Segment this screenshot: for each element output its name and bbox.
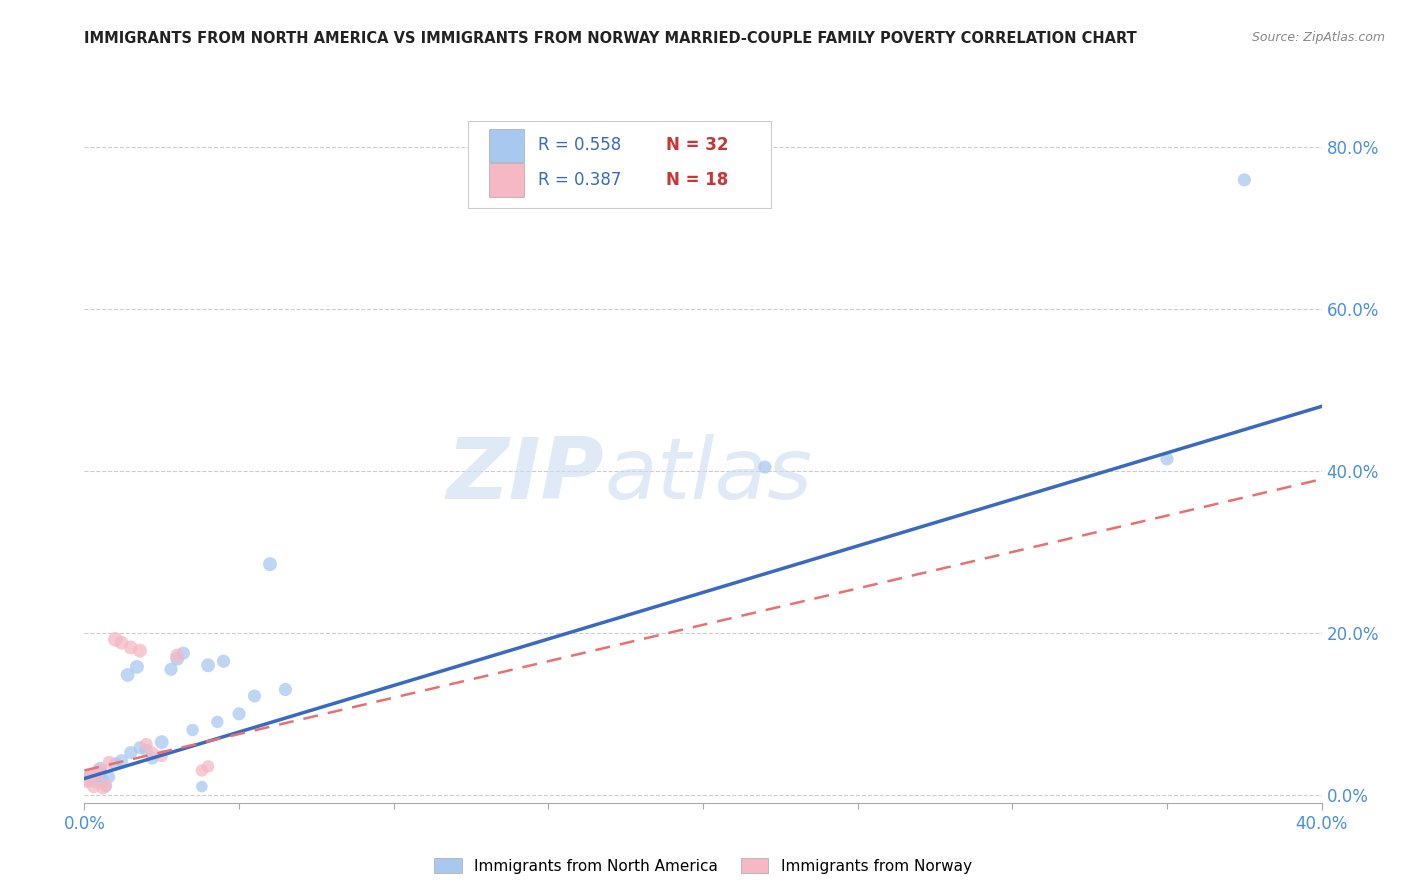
Point [120,746,142,760]
Text: ZIP: ZIP [446,434,605,517]
Point [98,770,121,784]
Point [141,746,163,760]
Point [89,764,111,778]
Point [259,557,281,571]
Point [191,780,214,794]
Point [86,767,108,781]
Point [94,780,117,794]
Point [91,773,114,788]
Point [166,648,188,663]
Text: IMMIGRANTS FROM NORTH AMERICA VS IMMIGRANTS FROM NORWAY MARRIED-COUPLE FAMILY PO: IMMIGRANTS FROM NORTH AMERICA VS IMMIGRA… [84,31,1137,46]
Point [76,772,98,786]
Text: N = 32: N = 32 [666,136,728,154]
Point [83,780,105,794]
Point [86,775,108,789]
Text: atlas: atlas [605,434,813,517]
Point [754,460,776,475]
Point [150,748,173,763]
Point [150,735,173,749]
Point [135,738,157,752]
Point [125,660,148,674]
Point [94,778,117,792]
Point [129,643,152,657]
Text: Source: ZipAtlas.com: Source: ZipAtlas.com [1251,31,1385,45]
Point [166,652,188,666]
Point [76,773,98,788]
Point [197,658,219,673]
Point [98,756,121,770]
Point [243,689,266,703]
Point [1233,173,1256,187]
Point [120,640,142,655]
Point [207,714,229,729]
Point [135,743,157,757]
Point [129,740,152,755]
FancyBboxPatch shape [468,121,770,208]
Point [197,759,219,773]
FancyBboxPatch shape [489,163,523,197]
Point [89,765,111,780]
FancyBboxPatch shape [489,128,523,162]
Point [89,762,111,776]
Point [104,632,127,647]
Point [117,668,139,682]
Point [141,751,163,765]
Point [191,764,214,778]
Point [1156,452,1178,467]
Point [172,646,194,660]
Point [110,754,132,768]
Point [83,767,105,781]
Point [181,723,204,737]
Point [91,781,114,796]
Point [228,706,250,721]
Text: N = 18: N = 18 [666,171,728,189]
Point [104,756,127,771]
Point [79,770,101,784]
Text: R = 0.558: R = 0.558 [538,136,621,154]
Point [160,662,183,676]
Point [212,654,235,668]
Point [274,682,297,697]
Legend: Immigrants from North America, Immigrants from Norway: Immigrants from North America, Immigrant… [429,852,977,880]
Point [110,635,132,649]
Text: R = 0.387: R = 0.387 [538,171,621,189]
